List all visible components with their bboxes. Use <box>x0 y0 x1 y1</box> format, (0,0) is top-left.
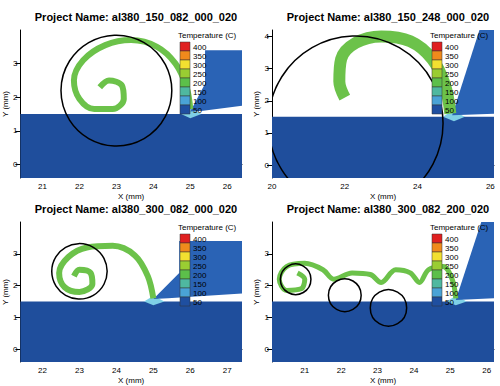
svg-text:350: 350 <box>445 244 459 253</box>
svg-text:150: 150 <box>193 280 207 289</box>
svg-text:21: 21 <box>300 366 309 375</box>
svg-text:3: 3 <box>265 249 270 258</box>
svg-text:26: 26 <box>186 366 195 375</box>
svg-text:100: 100 <box>193 97 207 106</box>
svg-text:25: 25 <box>446 366 455 375</box>
svg-text:X (mm): X (mm) <box>370 192 397 201</box>
svg-text:Project Name: al380_300_082_00: Project Name: al380_300_082_000_020 <box>35 203 237 215</box>
svg-text:26: 26 <box>486 182 495 191</box>
svg-text:400: 400 <box>445 235 459 244</box>
svg-text:24: 24 <box>149 182 158 191</box>
svg-text:21: 21 <box>38 182 47 191</box>
svg-text:23: 23 <box>75 366 84 375</box>
svg-text:1: 1 <box>265 128 270 137</box>
svg-text:27: 27 <box>223 366 232 375</box>
svg-text:X (mm): X (mm) <box>118 192 145 201</box>
svg-text:24: 24 <box>409 366 418 375</box>
svg-text:22: 22 <box>340 182 349 191</box>
svg-text:100: 100 <box>445 97 459 106</box>
svg-text:22: 22 <box>337 366 346 375</box>
svg-text:200: 200 <box>193 79 207 88</box>
svg-text:250: 250 <box>445 70 459 79</box>
svg-text:0: 0 <box>265 161 270 170</box>
svg-text:250: 250 <box>445 262 459 271</box>
svg-text:350: 350 <box>445 52 459 61</box>
svg-text:250: 250 <box>193 70 207 79</box>
svg-text:100: 100 <box>193 289 207 298</box>
svg-text:4: 4 <box>265 32 270 41</box>
svg-text:22: 22 <box>38 366 47 375</box>
svg-text:200: 200 <box>445 79 459 88</box>
svg-text:23: 23 <box>112 182 121 191</box>
svg-text:Y (mm): Y (mm) <box>1 91 10 117</box>
svg-text:350: 350 <box>193 52 207 61</box>
svg-text:300: 300 <box>445 61 459 70</box>
svg-text:24: 24 <box>112 366 121 375</box>
svg-text:50: 50 <box>445 106 454 115</box>
svg-text:200: 200 <box>193 271 207 280</box>
svg-text:25: 25 <box>149 366 158 375</box>
svg-text:250: 250 <box>193 262 207 271</box>
svg-text:Temperature (C): Temperature (C) <box>430 31 489 40</box>
svg-text:3: 3 <box>265 64 270 73</box>
svg-text:50: 50 <box>193 106 202 115</box>
svg-text:3: 3 <box>13 249 18 258</box>
svg-text:150: 150 <box>193 88 207 97</box>
svg-text:0: 0 <box>13 160 18 169</box>
svg-text:2: 2 <box>265 96 270 105</box>
svg-text:50: 50 <box>445 298 454 307</box>
svg-text:Temperature (C): Temperature (C) <box>178 223 237 232</box>
svg-text:400: 400 <box>193 235 207 244</box>
svg-text:20: 20 <box>268 182 277 191</box>
svg-text:150: 150 <box>445 88 459 97</box>
svg-text:0: 0 <box>13 345 18 354</box>
svg-text:24: 24 <box>413 182 422 191</box>
svg-text:350: 350 <box>193 244 207 253</box>
svg-text:X (mm): X (mm) <box>370 376 397 385</box>
svg-text:1: 1 <box>13 126 18 135</box>
svg-text:1: 1 <box>13 313 18 322</box>
svg-text:26: 26 <box>223 182 232 191</box>
svg-text:Project Name: al380_150_248_00: Project Name: al380_150_248_000_020 <box>287 11 489 23</box>
svg-text:22: 22 <box>75 182 84 191</box>
svg-text:1: 1 <box>265 313 270 322</box>
svg-text:100: 100 <box>445 289 459 298</box>
svg-text:400: 400 <box>193 43 207 52</box>
svg-text:23: 23 <box>373 366 382 375</box>
svg-text:300: 300 <box>193 253 207 262</box>
svg-text:Project Name: al380_300_082_20: Project Name: al380_300_082_200_020 <box>287 203 489 215</box>
svg-text:400: 400 <box>445 43 459 52</box>
svg-text:25: 25 <box>186 182 195 191</box>
svg-text:26: 26 <box>482 366 491 375</box>
svg-text:2: 2 <box>13 281 18 290</box>
svg-text:200: 200 <box>445 271 459 280</box>
svg-text:Project Name: al380_150_082_00: Project Name: al380_150_082_000_020 <box>35 11 237 23</box>
svg-text:Y (mm): Y (mm) <box>1 279 10 305</box>
svg-text:Y (mm): Y (mm) <box>252 91 261 117</box>
svg-text:X (mm): X (mm) <box>118 376 145 385</box>
svg-text:3: 3 <box>13 59 18 68</box>
svg-text:50: 50 <box>193 298 202 307</box>
svg-text:300: 300 <box>445 253 459 262</box>
svg-text:0: 0 <box>265 345 270 354</box>
svg-text:Temperature (C): Temperature (C) <box>178 31 237 40</box>
svg-text:Y (mm): Y (mm) <box>252 279 261 305</box>
svg-text:300: 300 <box>193 61 207 70</box>
svg-text:Temperature (C): Temperature (C) <box>430 223 489 232</box>
svg-text:2: 2 <box>13 93 18 102</box>
svg-text:2: 2 <box>265 281 270 290</box>
svg-text:150: 150 <box>445 280 459 289</box>
